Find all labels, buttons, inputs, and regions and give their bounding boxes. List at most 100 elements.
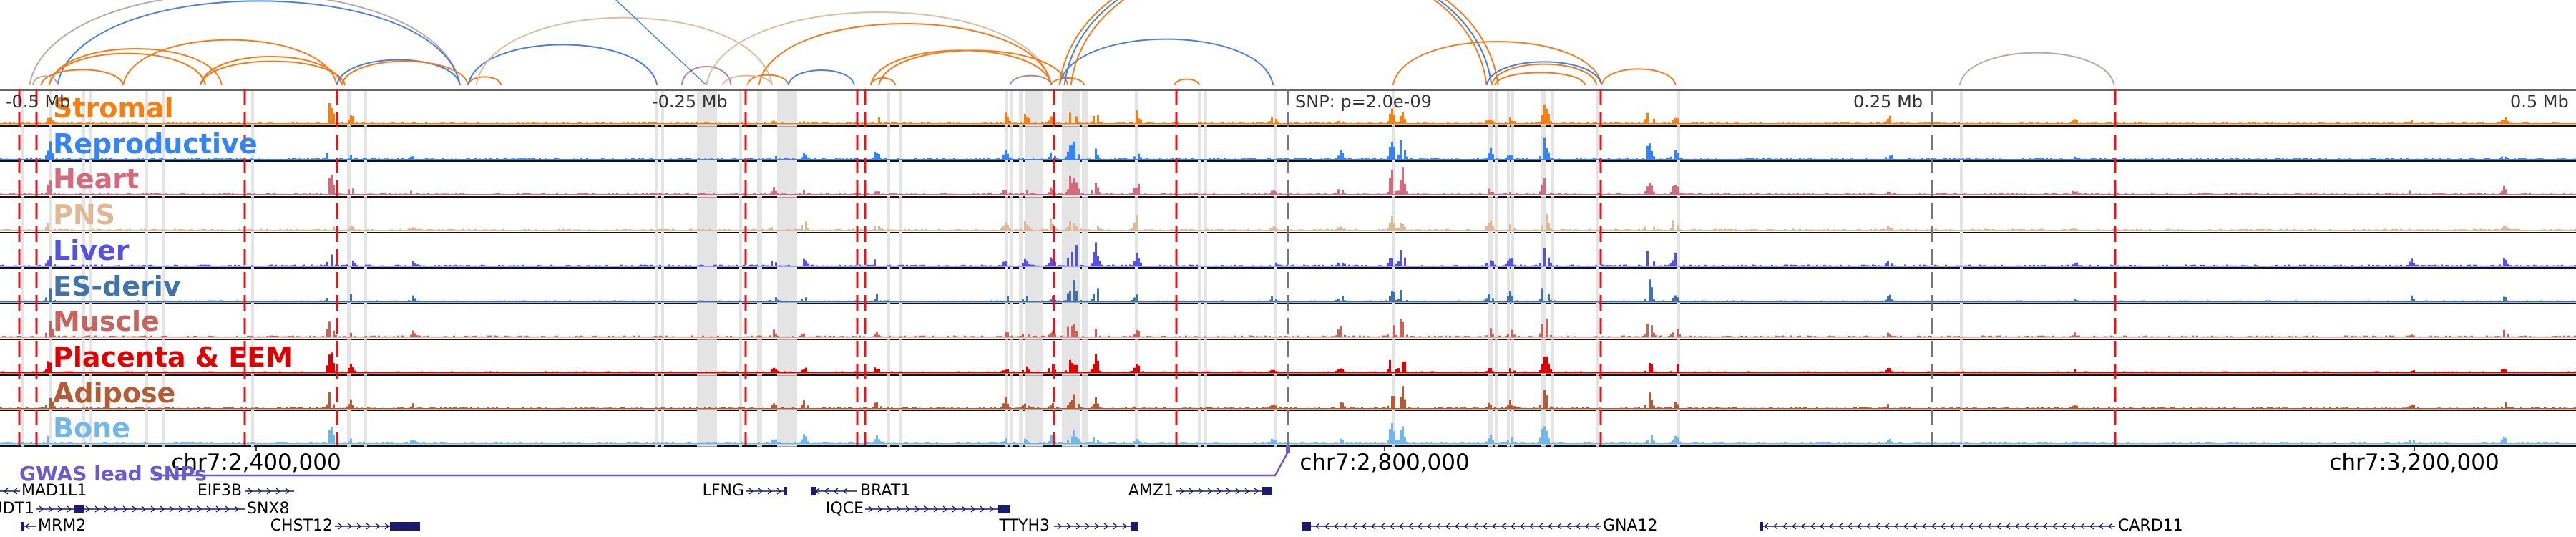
highlight-band — [364, 339, 367, 376]
highlight-band — [145, 198, 148, 233]
highlight-band — [1019, 411, 1023, 447]
track-placenta-eem: Placenta & EEM — [0, 339, 2576, 376]
interaction-arc — [200, 60, 346, 86]
highlight-band — [1135, 304, 1138, 340]
highlight-band — [757, 411, 762, 447]
highlight-band — [21, 91, 24, 127]
highlight-band — [82, 233, 85, 269]
highlight-band — [1198, 233, 1201, 269]
highlight-band — [162, 375, 165, 412]
highlight-band — [364, 375, 367, 412]
highlight-band — [739, 375, 742, 412]
highlight-band — [899, 411, 902, 447]
highlight-band — [1392, 304, 1395, 340]
highlight-band — [1488, 339, 1493, 376]
highlight-band — [887, 162, 890, 198]
highlight-band — [1488, 162, 1493, 198]
highlight-band — [661, 304, 664, 340]
highlight-band — [1198, 198, 1201, 233]
highlight-band — [347, 233, 351, 269]
highlight-band — [757, 198, 762, 233]
highlight-band — [757, 375, 762, 412]
highlight-band — [1677, 91, 1680, 127]
gwas-snp-marker — [1286, 445, 1290, 453]
highlight-band — [1488, 233, 1493, 269]
highlight-band — [697, 233, 717, 269]
highlight-band — [1960, 126, 1963, 163]
highlight-band — [887, 126, 890, 163]
gene-annotation-area — [0, 445, 2415, 531]
highlight-band — [82, 339, 85, 376]
interaction-arc — [48, 48, 223, 86]
highlight-band — [364, 126, 367, 163]
gene-model — [1760, 522, 2115, 531]
highlight-band — [887, 304, 890, 340]
track-es-deriv: ES-deriv — [0, 268, 2576, 305]
interaction-arc — [1491, 63, 1598, 86]
interaction-arc — [1174, 78, 1200, 86]
highlight-band — [887, 198, 890, 233]
highlight-band — [1198, 339, 1201, 376]
highlight-band — [1511, 304, 1514, 340]
highlight-band — [1010, 268, 1013, 305]
highlight-band — [661, 126, 664, 163]
highlight-band — [162, 126, 165, 163]
signal-pns — [2, 213, 2576, 231]
highlight-band — [1274, 339, 1277, 376]
highlight-band — [21, 304, 24, 340]
highlight-band — [1507, 268, 1510, 305]
highlight-band — [82, 198, 85, 233]
highlight-band — [1596, 162, 1599, 198]
highlight-band — [1511, 91, 1514, 127]
highlight-band — [1198, 91, 1201, 127]
highlight-band — [1551, 162, 1554, 198]
highlight-band — [661, 268, 664, 305]
highlight-band — [1677, 339, 1680, 376]
highlight-band — [1274, 304, 1277, 340]
gene-model — [245, 488, 294, 495]
highlight-band — [1274, 126, 1277, 163]
highlight-band — [251, 411, 254, 447]
highlight-band — [1025, 375, 1043, 412]
gene-label: SNX8 — [247, 500, 290, 518]
highlight-band — [1082, 126, 1088, 163]
highlight-band — [655, 339, 658, 376]
highlight-band — [1019, 233, 1023, 269]
highlight-band — [661, 162, 664, 198]
highlight-band — [899, 198, 902, 233]
exon — [1131, 522, 1138, 531]
highlight-band — [1507, 162, 1510, 198]
highlight-band — [899, 339, 902, 376]
highlight-band — [757, 268, 762, 305]
highlight-band — [1274, 233, 1277, 269]
highlight-band — [655, 411, 658, 447]
gene-label: CARD11 — [2118, 517, 2183, 535]
highlight-band — [1960, 304, 1963, 340]
highlight-band — [777, 375, 797, 412]
gene-label: TTYH3 — [999, 517, 1050, 535]
gene-model — [865, 505, 1010, 513]
interaction-arc — [48, 52, 206, 86]
interaction-arc — [722, 74, 773, 86]
signal-bone — [0, 423, 2574, 444]
track-stromal: Stromal — [0, 91, 2576, 127]
highlight-band — [1488, 268, 1493, 305]
highlight-band — [899, 126, 902, 163]
highlight-band — [347, 268, 351, 305]
highlight-band — [1495, 126, 1498, 163]
gene-model — [0, 488, 20, 495]
highlight-band — [1204, 375, 1207, 412]
highlight-band — [1204, 411, 1207, 447]
exon — [74, 505, 84, 513]
highlight-band — [739, 411, 742, 447]
highlight-band — [697, 162, 717, 198]
highlight-band — [1082, 162, 1088, 198]
highlight-band — [1010, 126, 1013, 163]
track-liver: Liver — [0, 233, 2576, 269]
highlight-band — [1551, 339, 1554, 376]
highlight-band — [1198, 411, 1201, 447]
highlight-band — [1204, 198, 1207, 233]
gene-model — [1176, 487, 1272, 495]
gwas-link-line — [154, 451, 1289, 477]
signal-tracks: Stromal Reproductive Heart PNS Liver ES-deriv… — [0, 89, 2576, 447]
